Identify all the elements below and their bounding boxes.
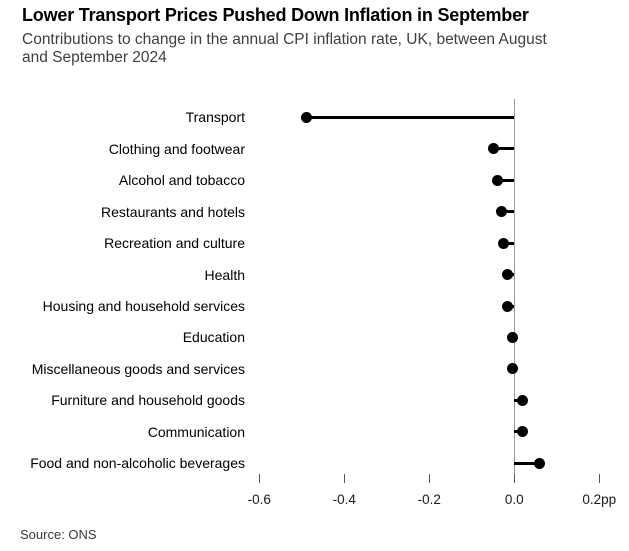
data-point bbox=[491, 174, 503, 186]
x-axis-tick-label: -0.6 bbox=[247, 492, 271, 507]
chart-title: Lower Transport Prices Pushed Down Infla… bbox=[22, 5, 529, 25]
x-axis-tick-label: 0.0 bbox=[504, 492, 524, 507]
x-axis-tick bbox=[598, 474, 601, 483]
category-label: Housing and household services bbox=[42, 298, 245, 314]
x-axis-tick-label: -0.2 bbox=[417, 492, 441, 507]
lollipop-chart: -0.6 -0.4 -0.2 0.0 0.2pp Transport Clothing an… bbox=[0, 99, 629, 511]
category-label: Clothing and footwear bbox=[108, 140, 245, 157]
chart-subtitle-line-1: Contributions to change in the annual CP… bbox=[22, 31, 547, 48]
data-point bbox=[502, 300, 514, 312]
source-note: Source: ONS bbox=[20, 527, 97, 542]
category-label: Food and non-alcoholic beverages bbox=[30, 455, 245, 472]
data-point bbox=[498, 237, 510, 249]
category-label: Communication bbox=[147, 423, 245, 440]
lollipop-stem bbox=[514, 461, 540, 465]
category-label: Restaurants and hotels bbox=[101, 203, 245, 220]
category-label: Health bbox=[204, 266, 245, 283]
category-label: Miscellaneous goods and services bbox=[31, 360, 245, 377]
chart-subtitle-line-2: and September 2024 bbox=[22, 48, 167, 66]
data-point bbox=[517, 426, 529, 438]
x-axis-tick-label: 0.2pp bbox=[582, 492, 617, 507]
data-point bbox=[517, 394, 529, 406]
lollipop-stem bbox=[497, 178, 515, 182]
data-point bbox=[300, 111, 312, 123]
lollipop-stem bbox=[493, 147, 515, 151]
data-point bbox=[487, 143, 499, 155]
x-axis-tick bbox=[343, 474, 346, 483]
category-label: Education bbox=[182, 329, 245, 346]
category-label: Furniture and household goods bbox=[51, 392, 245, 409]
data-point bbox=[502, 269, 514, 281]
lollipop-stem bbox=[306, 115, 515, 119]
category-label: Transport bbox=[185, 109, 245, 126]
x-axis-tick bbox=[428, 474, 431, 483]
category-label: Recreation and culture bbox=[104, 235, 245, 252]
data-point bbox=[496, 206, 508, 218]
data-point bbox=[534, 457, 546, 469]
x-axis-tick bbox=[513, 474, 516, 483]
zero-baseline bbox=[513, 99, 516, 482]
data-point bbox=[506, 363, 518, 375]
category-label: Alcohol and tobacco bbox=[118, 172, 245, 189]
lollipop-stem bbox=[501, 210, 515, 214]
x-axis-tick bbox=[258, 474, 261, 483]
x-axis-tick-label: -0.4 bbox=[332, 492, 356, 507]
data-point bbox=[506, 331, 518, 343]
